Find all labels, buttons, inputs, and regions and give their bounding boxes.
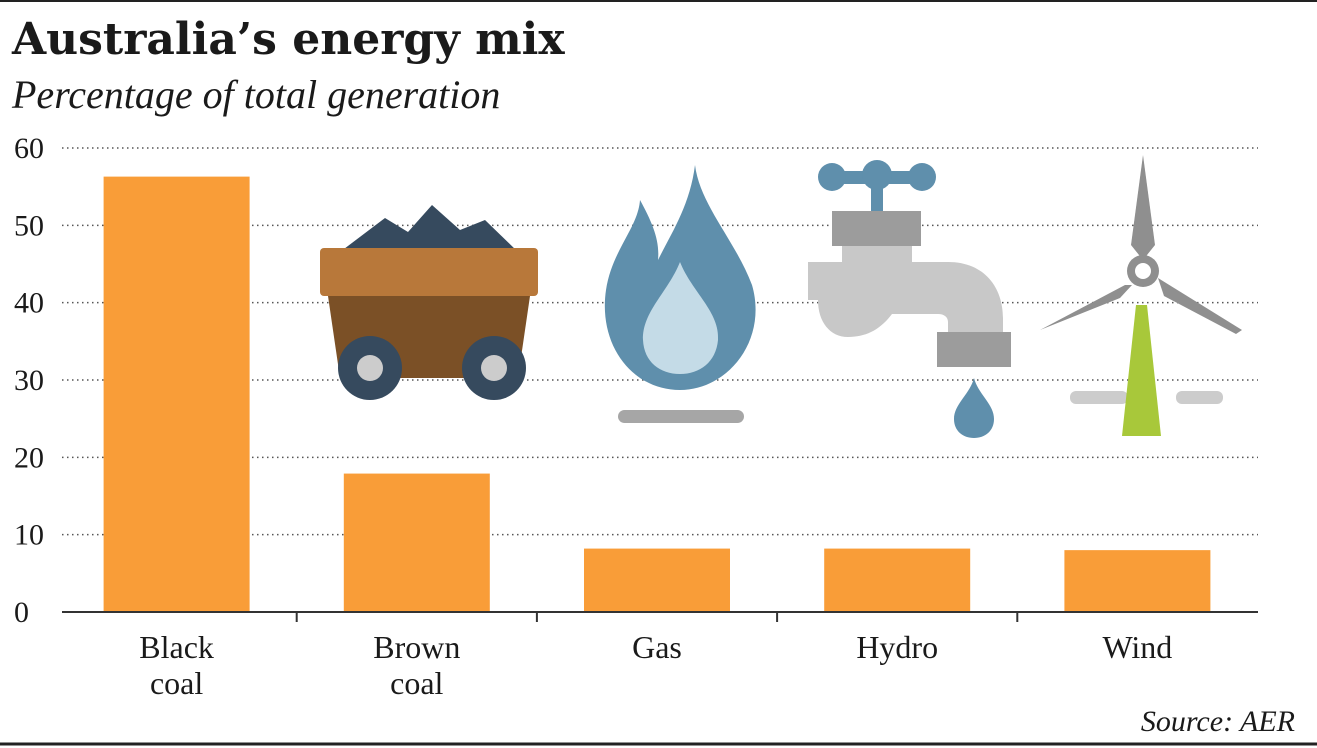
bar bbox=[1064, 550, 1211, 612]
y-tick-label: 20 bbox=[14, 441, 44, 474]
bars bbox=[103, 176, 1211, 612]
cart-hub-right bbox=[481, 355, 507, 381]
tap-valve bbox=[832, 211, 921, 246]
turbine-blade-top bbox=[1131, 155, 1155, 260]
y-tick-label: 10 bbox=[14, 519, 44, 552]
y-tick-label: 30 bbox=[14, 364, 44, 397]
bar bbox=[584, 548, 730, 612]
wind-turbine-icon bbox=[1040, 155, 1242, 436]
coal-cart-icon bbox=[320, 205, 538, 400]
y-tick-label: 60 bbox=[14, 132, 44, 165]
x-tick-label: Black bbox=[139, 629, 214, 665]
chart-subtitle: Percentage of total generation bbox=[11, 72, 500, 117]
ground-line-right bbox=[1176, 391, 1223, 404]
x-tick-label: Brown bbox=[373, 629, 460, 665]
y-tick-label: 40 bbox=[14, 287, 44, 320]
water-tap-icon bbox=[808, 160, 1011, 438]
tap-handle-center bbox=[862, 160, 892, 190]
bar bbox=[824, 548, 971, 612]
tap-neck bbox=[842, 246, 912, 264]
turbine-hub-center bbox=[1135, 263, 1151, 279]
x-tick-label: Gas bbox=[632, 629, 682, 665]
tap-nozzle bbox=[937, 332, 1011, 367]
tap-handle-left bbox=[818, 163, 846, 191]
cart-hub-left bbox=[357, 355, 383, 381]
x-tick-label: Hydro bbox=[856, 629, 938, 665]
source-note: Source: AER bbox=[1141, 705, 1295, 738]
tap-stem bbox=[871, 185, 883, 213]
gas-burner bbox=[618, 410, 744, 423]
cart-rim bbox=[320, 248, 538, 296]
y-tick-label: 50 bbox=[14, 209, 44, 242]
tap-handle-right bbox=[908, 163, 936, 191]
y-tick-labels: 0 10 20 30 40 50 60 bbox=[14, 132, 44, 629]
x-tick-label: coal bbox=[150, 665, 203, 701]
x-tick-label: coal bbox=[390, 665, 443, 701]
flame-inner bbox=[642, 262, 719, 374]
chart-title: Australia’s energy mix bbox=[11, 14, 565, 65]
x-axis bbox=[62, 611, 1258, 622]
ground-line-left bbox=[1070, 391, 1128, 404]
water-drop bbox=[954, 378, 994, 438]
turbine-blade-left bbox=[1040, 285, 1132, 330]
bar bbox=[103, 176, 250, 612]
icons bbox=[320, 155, 1242, 438]
turbine-tower bbox=[1122, 305, 1161, 436]
gas-flame-icon bbox=[604, 165, 756, 423]
tap-spout bbox=[808, 262, 1003, 337]
turbine-blade-right bbox=[1158, 278, 1242, 334]
y-tick-label: 0 bbox=[14, 596, 29, 629]
x-tick-label: Wind bbox=[1102, 629, 1172, 665]
coal-pile bbox=[340, 205, 518, 252]
bar bbox=[343, 473, 490, 612]
